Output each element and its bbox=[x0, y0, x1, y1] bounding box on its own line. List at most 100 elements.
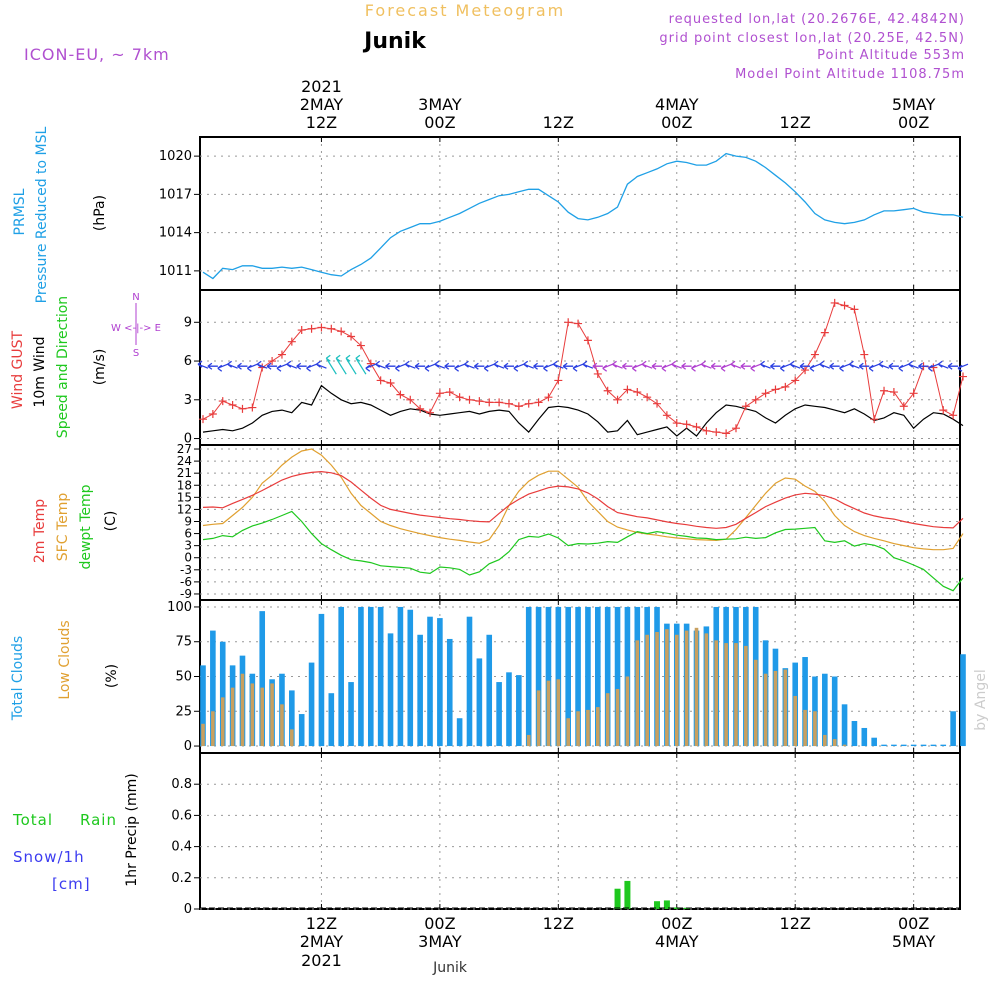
total-cloud-bar bbox=[525, 606, 532, 747]
gust-marker bbox=[840, 301, 849, 310]
gust-marker bbox=[376, 376, 385, 385]
rain-label-a: Total bbox=[12, 811, 53, 829]
wind-arrow bbox=[533, 362, 544, 370]
total-cloud-bar bbox=[910, 744, 917, 747]
model-altitude: Model Point Altitude 1108.75m bbox=[735, 67, 965, 82]
total-cloud-bar bbox=[565, 606, 571, 747]
wind-arrow bbox=[819, 360, 831, 369]
pressure-series bbox=[202, 152, 964, 280]
wind-series bbox=[197, 298, 969, 438]
rain-bar bbox=[673, 907, 680, 909]
low-cloud-bar bbox=[704, 633, 709, 747]
dew-label: dewpt Temp bbox=[78, 484, 94, 569]
low-cloud-bar bbox=[714, 640, 719, 747]
gust-marker bbox=[761, 389, 770, 398]
ytick-label: 25 bbox=[175, 704, 192, 719]
wind-arrow bbox=[473, 362, 485, 370]
total-cloud-bar bbox=[585, 606, 591, 747]
rain-bar bbox=[654, 901, 661, 909]
gust-marker bbox=[297, 326, 306, 335]
gust-marker bbox=[495, 398, 504, 407]
top-hour-label: 12Z bbox=[543, 113, 574, 132]
wind-arrow bbox=[710, 362, 722, 370]
gust-marker bbox=[287, 337, 296, 346]
wind-arrow bbox=[612, 360, 623, 369]
gust-marker bbox=[564, 318, 573, 327]
wind-arrow bbox=[306, 363, 317, 372]
wind-arrow bbox=[651, 362, 663, 370]
gust-marker bbox=[702, 426, 711, 435]
total-cloud-bar bbox=[604, 606, 611, 747]
total-cloud-bar bbox=[950, 711, 956, 747]
low-cloud-bar bbox=[270, 683, 274, 747]
top-day-label: 3MAY bbox=[418, 95, 462, 114]
wind-arrow bbox=[543, 363, 554, 372]
top-year-label: 2021 bbox=[301, 77, 342, 96]
low-cloud-bar bbox=[783, 669, 788, 747]
ytick-label: 27 bbox=[177, 442, 192, 456]
wind-arrow bbox=[908, 360, 919, 369]
wind-arrow bbox=[641, 360, 653, 369]
gust-marker bbox=[633, 388, 642, 397]
wind10-label: 10m Wind bbox=[32, 336, 48, 407]
ytick-label: -3 bbox=[180, 563, 192, 577]
grid-point-coords: grid point closest lon,lat (20.25E, 42.5… bbox=[659, 31, 965, 46]
gust-marker bbox=[791, 376, 800, 385]
wind-arrow bbox=[395, 363, 406, 372]
wind-arrow bbox=[197, 360, 209, 369]
gust-marker bbox=[544, 393, 553, 402]
bottom-hour-label: 00Z bbox=[898, 914, 929, 933]
low-cloud-bar bbox=[724, 643, 728, 747]
precip-bars bbox=[200, 880, 960, 909]
t2m-line bbox=[202, 470, 964, 529]
gust-marker bbox=[435, 389, 444, 398]
low-cloud-bar bbox=[280, 704, 284, 747]
wind-arrow bbox=[858, 362, 870, 370]
ytick-label: 12 bbox=[177, 502, 192, 516]
panel-4: 0 0.2 0.4 0.6 0.8 bbox=[171, 752, 961, 917]
panel-0: 1011 1014 1017 1020 bbox=[159, 136, 961, 291]
total-cloud-bar bbox=[466, 616, 473, 747]
low-cloud-bar bbox=[645, 634, 649, 747]
wind-arrow bbox=[375, 360, 386, 369]
gust-marker bbox=[218, 397, 227, 406]
gust-marker bbox=[751, 395, 760, 404]
top-day-label: 2MAY bbox=[300, 95, 344, 114]
wind-arrow bbox=[829, 362, 840, 370]
wind-arrow bbox=[325, 354, 337, 375]
wind-arrow bbox=[631, 363, 643, 372]
wind-arrow bbox=[720, 363, 732, 372]
ytick-label: 6 bbox=[184, 527, 192, 541]
wind-arrow bbox=[523, 360, 534, 369]
wind-arrow bbox=[217, 363, 228, 372]
wind-arrow bbox=[700, 360, 712, 369]
ytick-label: 0 bbox=[184, 551, 192, 565]
low-cloud-bar bbox=[290, 729, 294, 747]
total-cloud-bar bbox=[555, 606, 562, 747]
bottom-day-label: 2MAY bbox=[300, 932, 344, 951]
ytick-label: 6 bbox=[184, 354, 192, 369]
gust-marker bbox=[208, 410, 217, 418]
low-cloud-bar bbox=[536, 690, 541, 747]
gust-marker bbox=[277, 350, 286, 359]
top-day-label: 5MAY bbox=[892, 95, 936, 114]
ytick-label: 50 bbox=[175, 670, 192, 685]
low-cloud-bar bbox=[546, 680, 551, 747]
wind-arrow bbox=[918, 362, 929, 370]
low-cloud-bar bbox=[250, 683, 255, 747]
gust-marker bbox=[504, 399, 513, 408]
low-cloud-bar bbox=[842, 744, 847, 747]
rain-bar bbox=[614, 888, 621, 909]
wind-arrow bbox=[365, 363, 377, 372]
wind-arrow bbox=[779, 363, 791, 372]
ytick-label: 3 bbox=[184, 393, 192, 408]
total-cloud-bar bbox=[318, 613, 325, 747]
wind-arrow bbox=[296, 362, 307, 370]
gust-marker bbox=[860, 350, 869, 359]
rain-bar bbox=[663, 900, 670, 909]
requested-coords: requested lon,lat (20.2676E, 42.4842N) bbox=[669, 12, 965, 27]
low-cloud-bar bbox=[793, 695, 798, 747]
panels: 10111014101710200369-9-6-303691215182124… bbox=[159, 136, 969, 917]
